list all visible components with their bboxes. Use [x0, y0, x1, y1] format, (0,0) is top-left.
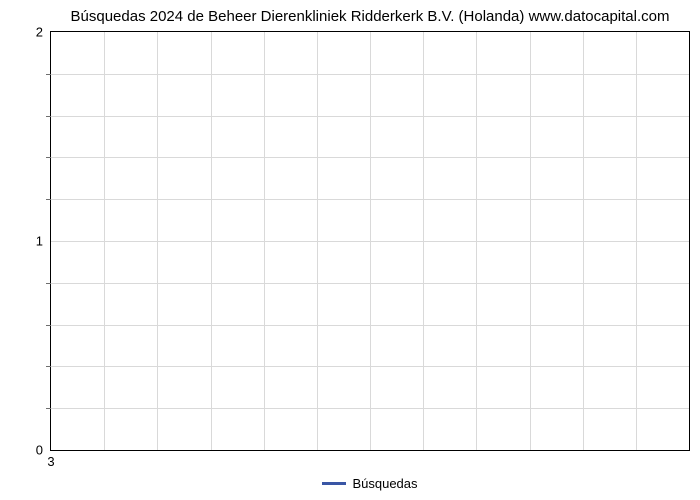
y-minor-tick: [46, 116, 51, 117]
y-minor-tick: [46, 325, 51, 326]
legend-series-label: Búsquedas: [352, 476, 417, 491]
legend-swatch: [322, 482, 346, 485]
plot-wrap: 0123: [50, 31, 690, 451]
y-minor-tick: [46, 408, 51, 409]
y-minor-tick: [46, 199, 51, 200]
grid-horizontal: [51, 283, 689, 284]
y-tick-label: 2: [36, 25, 51, 40]
grid-horizontal: [51, 241, 689, 242]
plot-area: 0123: [50, 31, 690, 451]
chart-title: Búsquedas 2024 de Beheer Dierenkliniek R…: [0, 8, 700, 25]
grid-horizontal: [51, 408, 689, 409]
grid-horizontal: [51, 325, 689, 326]
y-minor-tick: [46, 366, 51, 367]
grid-horizontal: [51, 116, 689, 117]
grid-horizontal: [51, 366, 689, 367]
y-minor-tick: [46, 157, 51, 158]
x-tick-label: 3: [47, 450, 54, 469]
legend: Búsquedas: [0, 475, 700, 491]
y-minor-tick: [46, 74, 51, 75]
grid-horizontal: [51, 74, 689, 75]
grid-horizontal: [51, 199, 689, 200]
y-tick-label: 1: [36, 234, 51, 249]
chart-container: Búsquedas 2024 de Beheer Dierenkliniek R…: [0, 8, 700, 500]
y-minor-tick: [46, 283, 51, 284]
grid-horizontal: [51, 157, 689, 158]
